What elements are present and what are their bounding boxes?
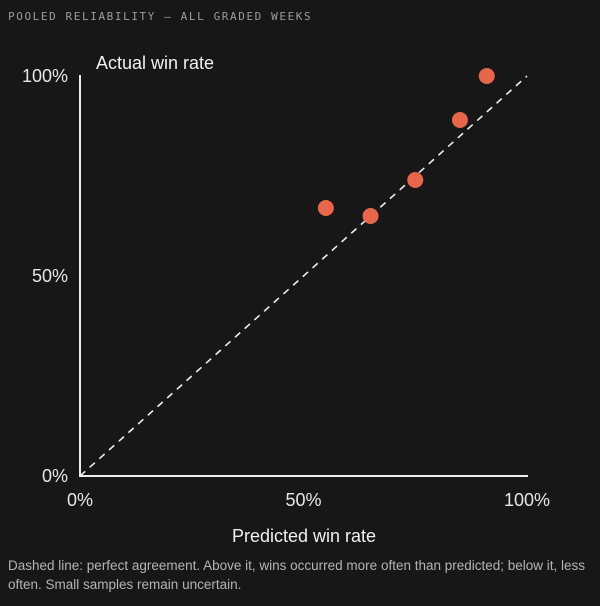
x-tick-label: 50% bbox=[285, 490, 321, 510]
y-tick-label: 100% bbox=[22, 66, 68, 86]
x-tick-label: 100% bbox=[504, 490, 550, 510]
data-point bbox=[317, 200, 334, 216]
y-tick-label: 0% bbox=[42, 466, 68, 486]
y-tick-labels: 0% 50% 100% bbox=[22, 66, 68, 486]
x-tick-labels: 0% 50% 100% bbox=[67, 490, 550, 510]
data-points bbox=[317, 68, 495, 224]
y-axis-title: Actual win rate bbox=[96, 53, 214, 73]
x-axis-title: Predicted win rate bbox=[232, 526, 376, 546]
chart-caption: Dashed line: perfect agreement. Above it… bbox=[8, 558, 586, 592]
data-point bbox=[478, 68, 495, 84]
chart-heading: POOLED RELIABILITY — ALL GRADED WEEKS bbox=[8, 10, 313, 23]
y-tick-label: 50% bbox=[32, 266, 68, 286]
x-tick-label: 0% bbox=[67, 490, 93, 510]
data-point bbox=[451, 112, 468, 128]
data-point bbox=[407, 172, 424, 188]
perfect-agreement-line bbox=[79, 75, 528, 477]
reliability-chart: 0% 50% 100% 0% 50% 100% Actual win rate Pred… bbox=[22, 53, 550, 546]
data-point bbox=[362, 208, 379, 224]
